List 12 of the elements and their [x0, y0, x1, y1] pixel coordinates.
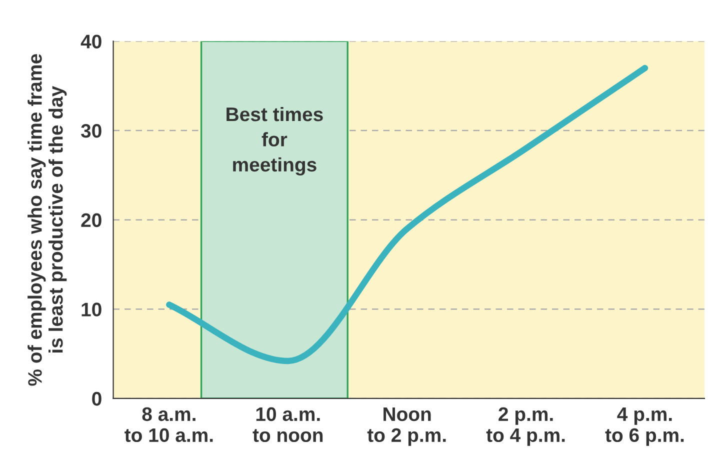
y-axis-title: % of employees who say time frame is least productive of the day: [28, 54, 67, 386]
x-tick-label: 4 p.m. to 6 p.m.: [605, 408, 684, 446]
y-tick-label: 10: [82, 302, 102, 316]
y-tick-label: 20: [81, 213, 102, 228]
y-tick-label: 40: [80, 34, 102, 48]
x-tick-label: 8 a.m. to 10 a.m.: [124, 407, 213, 442]
x-tick-label: 2 p.m. to 4 p.m.: [486, 407, 565, 446]
x-tick-label: Noon to 2 p.m.: [367, 408, 446, 446]
annotation: Best times for meetings: [226, 106, 323, 176]
y-tick-label: 30: [80, 124, 102, 138]
x-tick-label: 10 a.m. to noon: [252, 407, 323, 442]
y-tick-label: 0: [92, 392, 102, 406]
